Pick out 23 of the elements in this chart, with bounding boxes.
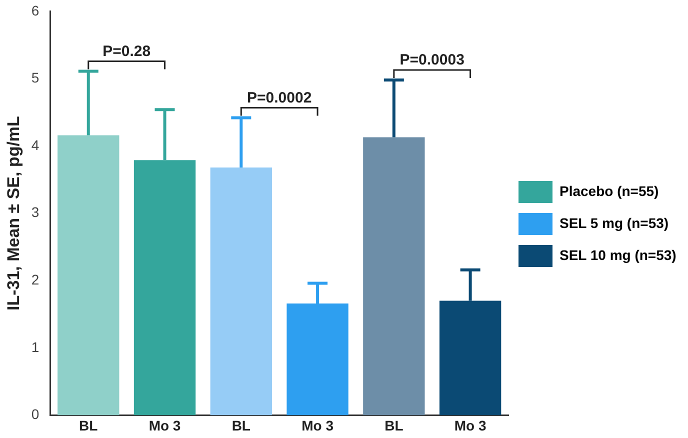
- bar: [210, 168, 272, 416]
- x-tick-label: BL: [232, 417, 251, 434]
- x-tick-label: BL: [384, 417, 404, 434]
- x-tick-label: Mo 3: [454, 417, 486, 434]
- y-tick-label: 4: [31, 136, 40, 153]
- y-tick-label: 2: [31, 271, 40, 288]
- legend-label: SEL 5 mg (n=53): [560, 214, 669, 231]
- x-tick-label: BL: [79, 417, 98, 434]
- legend-label: Placebo (n=55): [560, 182, 659, 199]
- y-axis-title: IL-31, Mean ± SE, pg/mL: [4, 116, 23, 311]
- legend-label: SEL 10 mg (n=53): [560, 246, 676, 263]
- x-tick-label: Mo 3: [148, 417, 181, 434]
- annotation: P=0.0003: [400, 52, 464, 69]
- y-tick-label: 3: [31, 204, 40, 220]
- bar: [363, 137, 425, 416]
- annotation: P=0.0002: [247, 89, 312, 106]
- y-tick-label: 6: [31, 2, 40, 18]
- bar: [58, 135, 120, 416]
- y-tick-label: 0: [31, 406, 40, 422]
- annotation: P=0.28: [102, 42, 151, 60]
- x-tick-label: Mo 3: [302, 417, 334, 434]
- y-tick-label: 5: [31, 70, 40, 86]
- y-tick-label: 1: [31, 338, 40, 355]
